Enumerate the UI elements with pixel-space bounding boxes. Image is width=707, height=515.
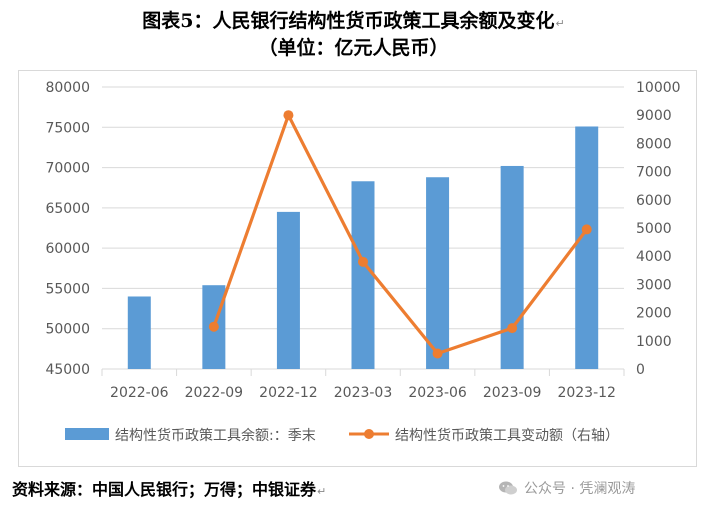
y-right-tick-label: 3000: [636, 277, 672, 293]
y-left-tick-label: 80000: [45, 80, 90, 96]
y-right-tick-label: 6000: [636, 193, 672, 209]
line-point: [283, 110, 294, 121]
x-tick-label: 2022-12: [259, 385, 318, 401]
x-tick-label: 2023-03: [334, 385, 393, 401]
bar: [351, 181, 375, 369]
bar: [276, 211, 300, 369]
chart-title-text: 图表5：人民银行结构性货币政策工具余额及变化: [142, 10, 555, 32]
source-note: 资料来源：中国人民银行；万得；中银证券↵: [12, 476, 326, 500]
y-left-tick-label: 70000: [45, 161, 90, 177]
paragraph-mark-icon: ↵: [555, 17, 565, 30]
x-tick-label: 2022-09: [185, 385, 244, 401]
y-right-tick-label: 1000: [636, 334, 672, 350]
chart-area: 45000 50000 55000 60000 65000 70000 75000 80000…: [18, 70, 697, 467]
chart-svg: 4500050000550006000065000700007500080000…: [45, 80, 681, 444]
y-left-tick-label: 65000: [45, 201, 90, 217]
bar: [575, 126, 599, 369]
bar: [500, 165, 524, 369]
line-point: [507, 323, 518, 334]
legend-line-marker: [364, 429, 374, 439]
line-point: [432, 348, 443, 359]
legend-line-label: 结构性货币政策工具变动额（右轴）: [395, 427, 619, 444]
bar: [426, 177, 450, 369]
wechat-icon: [499, 481, 517, 495]
y-right-tick-label: 2000: [636, 306, 672, 322]
chart-subtitle: （单位：亿元人民币）: [0, 33, 707, 60]
y-left-tick-label: 60000: [45, 241, 90, 257]
chart-title: 图表5：人民银行结构性货币政策工具余额及变化↵: [0, 6, 707, 33]
y-right-tick-label: 8000: [636, 136, 672, 152]
watermark-text: 公众号 · 凭澜观涛: [524, 481, 636, 497]
x-tick-label: 2022-06: [110, 385, 169, 401]
x-tick-label: 2023-12: [557, 385, 616, 401]
y-left-tick-label: 75000: [45, 120, 90, 136]
watermark: 公众号 · 凭澜观涛: [498, 478, 635, 498]
chart-subtitle-text: （单位：亿元人民币）: [258, 37, 449, 59]
y-right-tick-label: 10000: [636, 80, 681, 96]
y-right-tick-label: 7000: [636, 165, 672, 181]
y-left-tick-label: 55000: [45, 281, 90, 297]
source-text: 资料来源：中国人民银行；万得；中银证券: [12, 480, 317, 499]
line-point: [208, 321, 219, 332]
y-right-tick-label: 4000: [636, 249, 672, 265]
x-tick-label: 2023-09: [483, 385, 542, 401]
legend-bar-label: 结构性货币政策工具余额:：季末: [115, 427, 316, 444]
y-right-tick-label: 5000: [636, 221, 672, 237]
y-left-tick-label: 45000: [45, 362, 90, 378]
x-tick-label: 2023-06: [408, 385, 467, 401]
paragraph-mark-icon: ↵: [317, 485, 327, 498]
legend-bar-swatch: [65, 428, 109, 440]
y-right-tick-label: 9000: [636, 108, 672, 124]
y-left-tick-label: 50000: [45, 322, 90, 338]
line-series: [212, 113, 588, 356]
y-right-tick-label: 0: [636, 362, 645, 378]
bar: [127, 296, 151, 369]
line-point: [358, 256, 368, 267]
line-point: [581, 224, 592, 235]
